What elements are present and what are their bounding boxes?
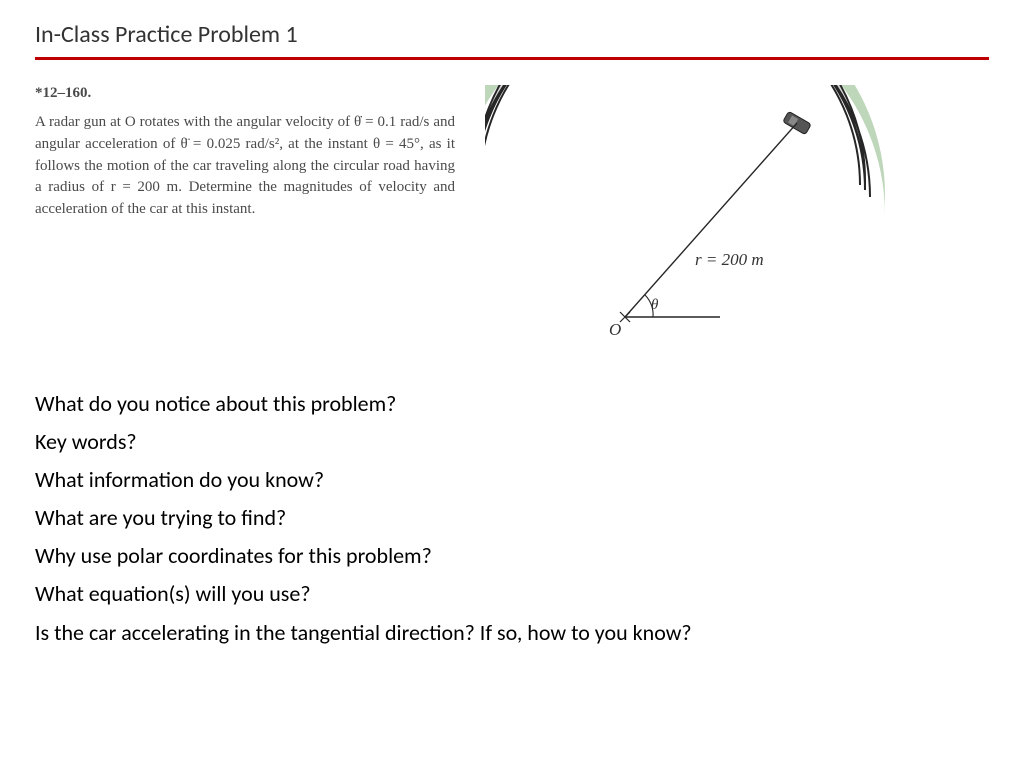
question-item: Is the car accelerating in the tangentia… xyxy=(35,616,989,650)
origin-label: O xyxy=(609,320,621,340)
page-title: In-Class Practice Problem 1 xyxy=(35,20,989,49)
road-inner-edge xyxy=(485,85,860,185)
question-item: Why use polar coordinates for this probl… xyxy=(35,539,989,573)
road-centerline xyxy=(485,85,865,187)
question-item: What do you notice about this problem? xyxy=(35,387,989,421)
problem-number: *12–160. xyxy=(35,85,455,102)
angle-label: θ xyxy=(651,297,658,314)
question-list: What do you notice about this problem? K… xyxy=(35,387,989,650)
question-item: What equation(s) will you use? xyxy=(35,577,989,611)
problem-text: *12–160. A radar gun at O rotates with t… xyxy=(35,85,455,221)
question-item: Key words? xyxy=(35,425,989,459)
radius-line xyxy=(625,123,797,317)
question-item: What are you trying to find? xyxy=(35,501,989,535)
problem-block: *12–160. A radar gun at O rotates with t… xyxy=(35,85,989,365)
road-grass xyxy=(485,85,885,215)
problem-statement: A radar gun at O rotates with the angula… xyxy=(35,112,455,221)
question-item: What information do you know? xyxy=(35,463,989,497)
road-outer-edge xyxy=(485,85,870,197)
title-underline xyxy=(35,57,989,60)
road-surface xyxy=(485,85,865,190)
diagram-svg xyxy=(485,85,915,365)
radius-label: r = 200 m xyxy=(695,250,764,270)
road-diagram: r = 200 m O θ xyxy=(485,85,989,365)
